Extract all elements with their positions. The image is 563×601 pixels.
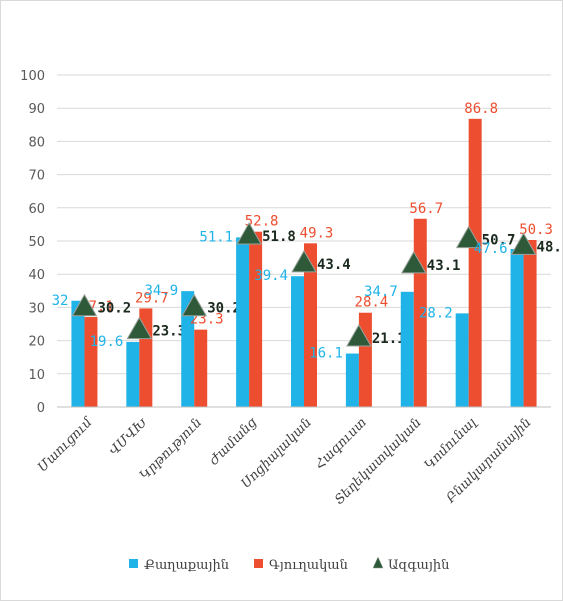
y-tick-label: 30	[28, 301, 45, 316]
y-tick-label: 70	[28, 169, 45, 184]
y-tick-label: 60	[28, 202, 45, 217]
data-label-urban: 51.1	[199, 229, 233, 245]
data-label-urban: 34.7	[364, 284, 398, 300]
legend-swatch	[254, 559, 263, 568]
x-category-label: ՎՄՎԽ	[106, 415, 150, 459]
legend-marker	[373, 557, 383, 568]
legend-swatch	[129, 559, 138, 568]
x-category-label: Ժամանց	[207, 415, 261, 469]
bar-urban	[236, 237, 249, 407]
bar-urban	[346, 354, 359, 407]
data-label-national: 21.1	[372, 331, 406, 347]
y-tick-label: 50	[28, 235, 45, 250]
bar-rural	[359, 313, 372, 407]
data-label-urban: 39.4	[254, 268, 288, 284]
y-tick-label: 80	[28, 135, 45, 150]
data-label-national: 30.2	[207, 301, 241, 317]
x-category-label: Հագուստ	[313, 415, 370, 472]
data-label-urban: 34.9	[145, 283, 179, 299]
data-label-rural: 86.8	[464, 101, 498, 117]
legend-label: Ազգային	[388, 558, 449, 573]
y-tick-label: 10	[28, 368, 45, 383]
x-category-label: Մաուցում	[35, 414, 96, 475]
data-label-urban: 32	[52, 293, 69, 309]
data-label-national: 23.3	[152, 324, 186, 340]
data-label-national: 51.8	[262, 229, 296, 245]
y-tick-label: 40	[28, 268, 45, 283]
bar-urban	[126, 342, 139, 407]
bar-rural	[524, 240, 537, 407]
legend-label: Քաղաքային	[144, 558, 229, 573]
y-tick-label: 0	[37, 401, 45, 416]
y-tick-label: 20	[28, 335, 45, 350]
bar-urban	[456, 313, 469, 407]
bar-rural	[194, 330, 207, 407]
bar-urban	[401, 292, 414, 407]
bar-urban	[511, 249, 524, 407]
data-label-urban: 47.6	[474, 241, 508, 257]
y-tick-label: 90	[28, 102, 45, 117]
data-label-urban: 16.1	[309, 346, 343, 362]
legend-label: Գյուղական	[269, 558, 348, 573]
data-label-rural: 56.7	[409, 201, 443, 217]
bar-urban	[291, 276, 304, 407]
data-label-national: 43.1	[427, 258, 461, 274]
bar-rural	[84, 317, 97, 407]
data-label-national: 30.2	[97, 301, 131, 317]
data-label-rural: 49.3	[300, 225, 334, 241]
data-label-national: 48.7	[537, 239, 562, 255]
data-label-urban: 19.6	[90, 334, 124, 350]
data-label-national: 43.4	[317, 257, 351, 273]
y-tick-label: 100	[20, 69, 45, 84]
bar-urban	[71, 301, 84, 407]
x-category-label: Կոմունալ	[422, 414, 480, 472]
bar-rural	[469, 119, 482, 407]
bar-rural	[249, 232, 262, 407]
data-label-urban: 28.2	[419, 305, 453, 321]
